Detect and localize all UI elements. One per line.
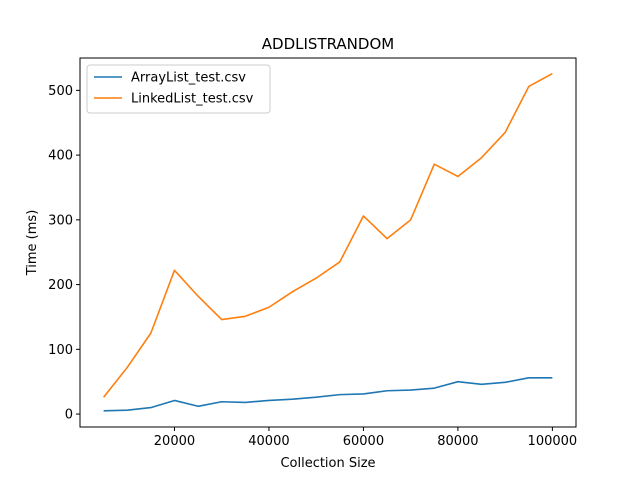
x-axis-label: Collection Size [280, 456, 375, 471]
x-tick-label: 80000 [437, 434, 478, 449]
y-tick-label: 0 [65, 408, 73, 423]
chart-title: ADDLISTRANDOM [262, 35, 394, 53]
legend: ArrayList_test.csv LinkedList_test.csv [86, 64, 271, 114]
y-tick-label: 500 [48, 84, 73, 99]
series-lines [102, 72, 553, 412]
legend-entry-label: LinkedList_test.csv [131, 92, 254, 107]
x-tick-label: 20000 [154, 434, 195, 449]
series-line-linkedlist-test-csv [102, 72, 553, 398]
y-axis-label: Time (ms) [25, 210, 40, 277]
y-tick-label: 200 [48, 278, 73, 293]
series-line-arraylist-test-csv [103, 376, 553, 412]
x-tick-label: 40000 [248, 434, 289, 449]
axes-frame [79, 57, 577, 428]
legend-entry-label: ArrayList_test.csv [131, 71, 246, 86]
x-tick-label: 60000 [343, 434, 384, 449]
axis-ticks: 20000 40000 60000 80000 100000 0 100 200 300 400 5… [48, 84, 577, 449]
legend-box [86, 64, 271, 114]
y-tick-label: 300 [48, 213, 73, 228]
y-tick-label: 400 [48, 149, 73, 164]
x-tick-label: 100000 [528, 434, 578, 449]
y-tick-label: 100 [48, 343, 73, 358]
